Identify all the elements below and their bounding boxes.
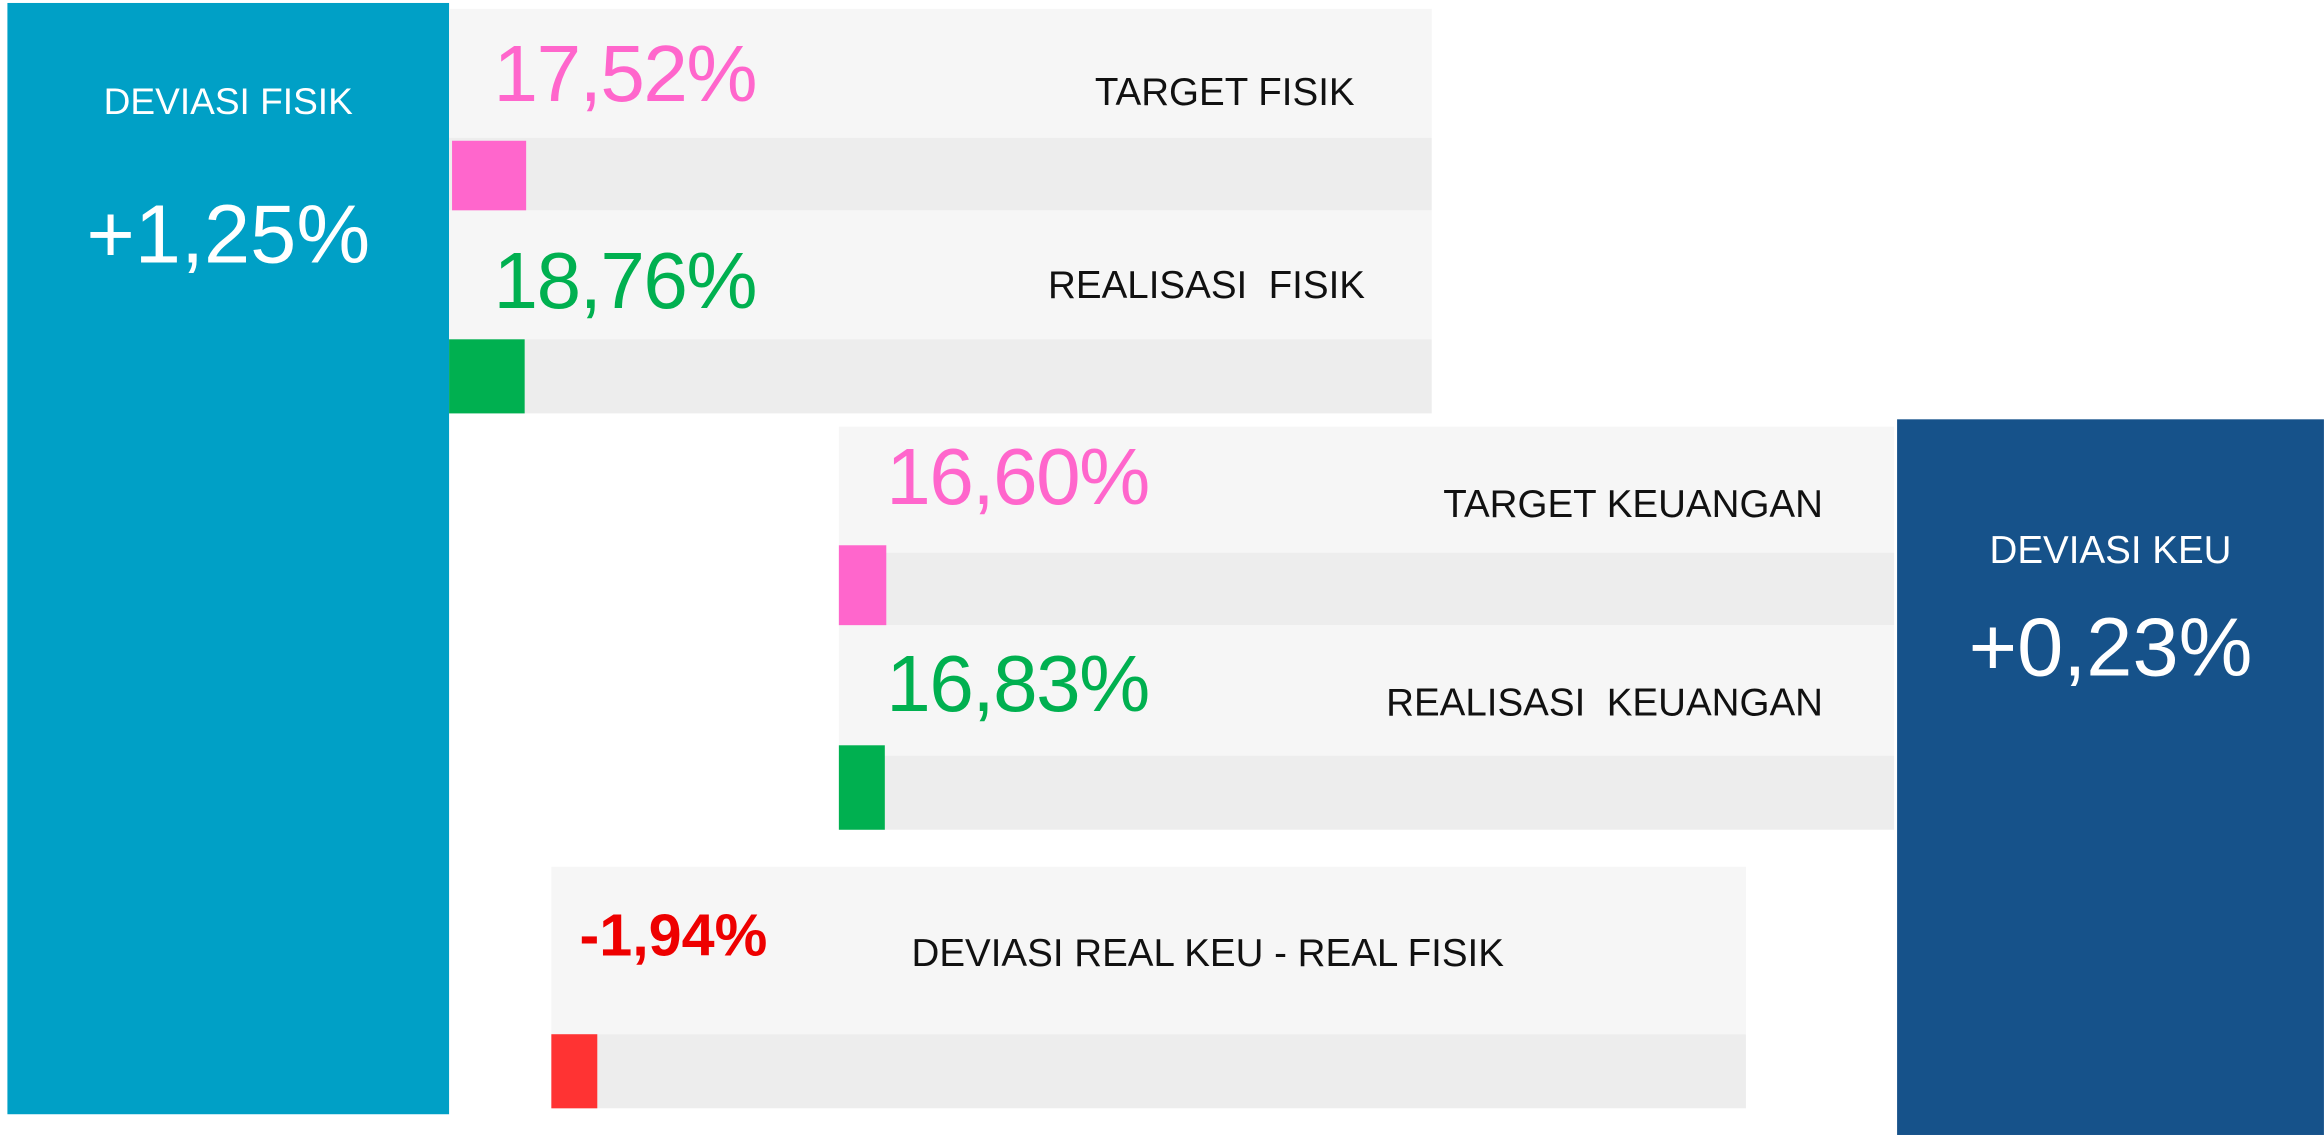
- row-strip: [551, 1034, 1746, 1109]
- panel-value: +1,25%: [86, 186, 371, 281]
- row-strip: [449, 137, 1432, 211]
- row-strip: [838, 552, 1895, 626]
- row-top: [838, 625, 1895, 756]
- row-top: [449, 210, 1432, 340]
- panel-value: +0,23%: [1968, 600, 2253, 694]
- deviasi-fisik-panel: DEVIASI FISIK +1,25%: [7, 2, 450, 1115]
- indicator: [838, 545, 887, 626]
- row-value: -1,94%: [579, 903, 768, 970]
- row-label: DEVIASI REAL KEU - REAL FISIK: [911, 930, 1504, 975]
- row-value: 16,83%: [886, 640, 1150, 729]
- row-label: REALISASI KEUANGAN: [1386, 680, 1823, 725]
- row-value: 17,52%: [493, 29, 758, 119]
- panel-label: DEVIASI FISIK: [103, 81, 353, 123]
- indicator: [551, 1034, 598, 1109]
- row-label: TARGET KEUANGAN: [1443, 481, 1823, 527]
- panel-label: DEVIASI KEU: [1989, 527, 2232, 572]
- row-top: [838, 426, 1895, 553]
- row-label: REALISASI FISIK: [1048, 262, 1366, 307]
- row-strip: [449, 339, 1432, 414]
- row-strip: [838, 755, 1895, 830]
- indicator: [449, 339, 525, 414]
- indicator: [452, 140, 527, 211]
- indicator: [838, 745, 885, 830]
- deviasi-keu-panel: DEVIASI KEU +0,23%: [1897, 419, 2324, 1135]
- row-label: TARGET FISIK: [1094, 69, 1355, 115]
- row-value: 18,76%: [493, 237, 758, 326]
- row-top: [551, 866, 1746, 1035]
- row-value: 16,60%: [886, 432, 1150, 522]
- row-top: [449, 8, 1432, 138]
